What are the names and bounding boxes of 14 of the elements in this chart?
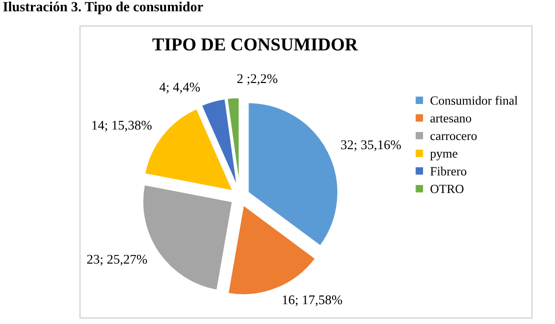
legend-label: carrocero xyxy=(430,134,477,140)
chart-title: TIPO DE CONSUMIDOR xyxy=(152,38,358,51)
data-label: 16; 17,58% xyxy=(282,295,342,306)
data-label: 2 ;2,2% xyxy=(237,74,278,85)
data-label: 4; 4,4% xyxy=(160,82,200,94)
data-label: 32; 35,16% xyxy=(341,140,401,152)
legend-label: Consumidor final xyxy=(430,96,518,105)
data-label: 14; 15,38% xyxy=(92,120,152,132)
legend-label: Fibrero xyxy=(430,166,466,176)
data-label: 23; 25,27% xyxy=(87,254,147,266)
text: Ilustración 3. Tipo de consumidor xyxy=(3,2,204,14)
legend-label: artesano xyxy=(430,115,472,122)
legend-label: pyme xyxy=(430,152,458,160)
legend-label: OTRO xyxy=(430,184,464,194)
